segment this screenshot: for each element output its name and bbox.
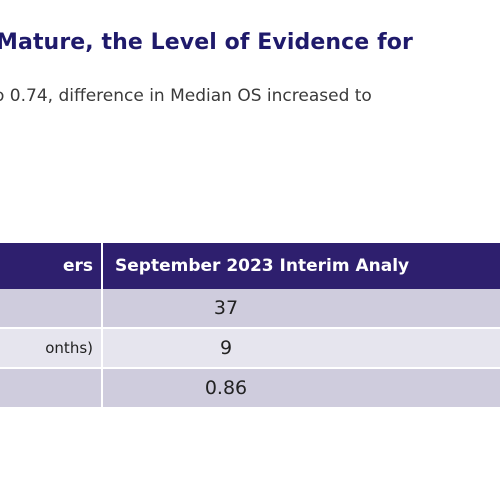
table-row: onths) 9 (0, 328, 500, 369)
table-header-parameters: ers (0, 243, 103, 289)
table-header-september-2023: September 2023 Interim Analy (102, 243, 500, 289)
table-row-value: 37 (102, 289, 500, 329)
table-row-value: 9 (102, 328, 500, 369)
slide-subtitle: o 0.74, difference in Median OS increase… (0, 86, 372, 106)
table-header-row: ers September 2023 Interim Analy (0, 243, 500, 289)
table-row: 0.86 (0, 368, 500, 409)
slide-title: Mature, the Level of Evidence for (0, 30, 413, 55)
table-row-value: 0.86 (102, 368, 500, 409)
table-row-label (0, 289, 103, 329)
table-row: 37 (0, 289, 500, 329)
table-row-label (0, 368, 103, 409)
results-table: ers September 2023 Interim Analy 37 onth… (0, 243, 500, 409)
table-row-label: onths) (0, 328, 103, 369)
